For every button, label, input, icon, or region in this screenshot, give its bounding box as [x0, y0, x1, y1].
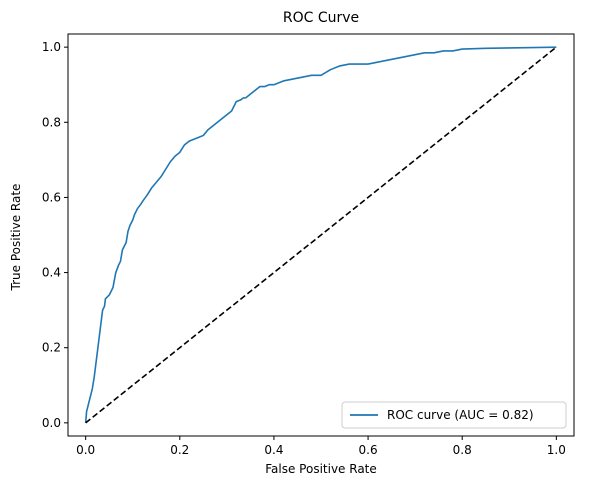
x-tick-label: 0.2 [170, 443, 189, 457]
x-tick-label: 0.6 [359, 443, 378, 457]
x-axis-ticks: 0.0 0.2 0.4 0.6 0.8 1.0 [76, 436, 566, 457]
chance-diagonal-line [85, 46, 557, 424]
y-axis-ticks: 0.0 0.2 0.4 0.6 0.8 1.0 [42, 40, 68, 430]
chart-title: ROC Curve [283, 10, 359, 26]
legend-box [341, 401, 567, 429]
y-tick-label: 1.0 [42, 40, 61, 54]
y-tick-label: 0.2 [42, 341, 61, 355]
roc-curve-line [84, 46, 557, 423]
plot-area [67, 33, 575, 437]
y-tick-label: 0.6 [42, 190, 61, 204]
legend: ROC curve (AUC = 0.82) [341, 401, 567, 429]
series-layer [84, 46, 557, 424]
x-tick-label: 0.0 [76, 443, 95, 457]
y-tick-label: 0.8 [42, 115, 61, 129]
x-tick-label: 0.4 [264, 443, 283, 457]
x-tick-label: 1.0 [547, 443, 566, 457]
y-tick-label: 0.0 [42, 416, 61, 430]
y-axis-label: True Positive Rate [9, 184, 23, 292]
legend-label-roc: ROC curve (AUC = 0.82) [387, 408, 534, 422]
axes-frame [67, 33, 575, 437]
y-tick-label: 0.4 [42, 266, 61, 280]
x-axis-label: False Positive Rate [265, 462, 377, 476]
x-tick-label: 0.8 [453, 443, 472, 457]
